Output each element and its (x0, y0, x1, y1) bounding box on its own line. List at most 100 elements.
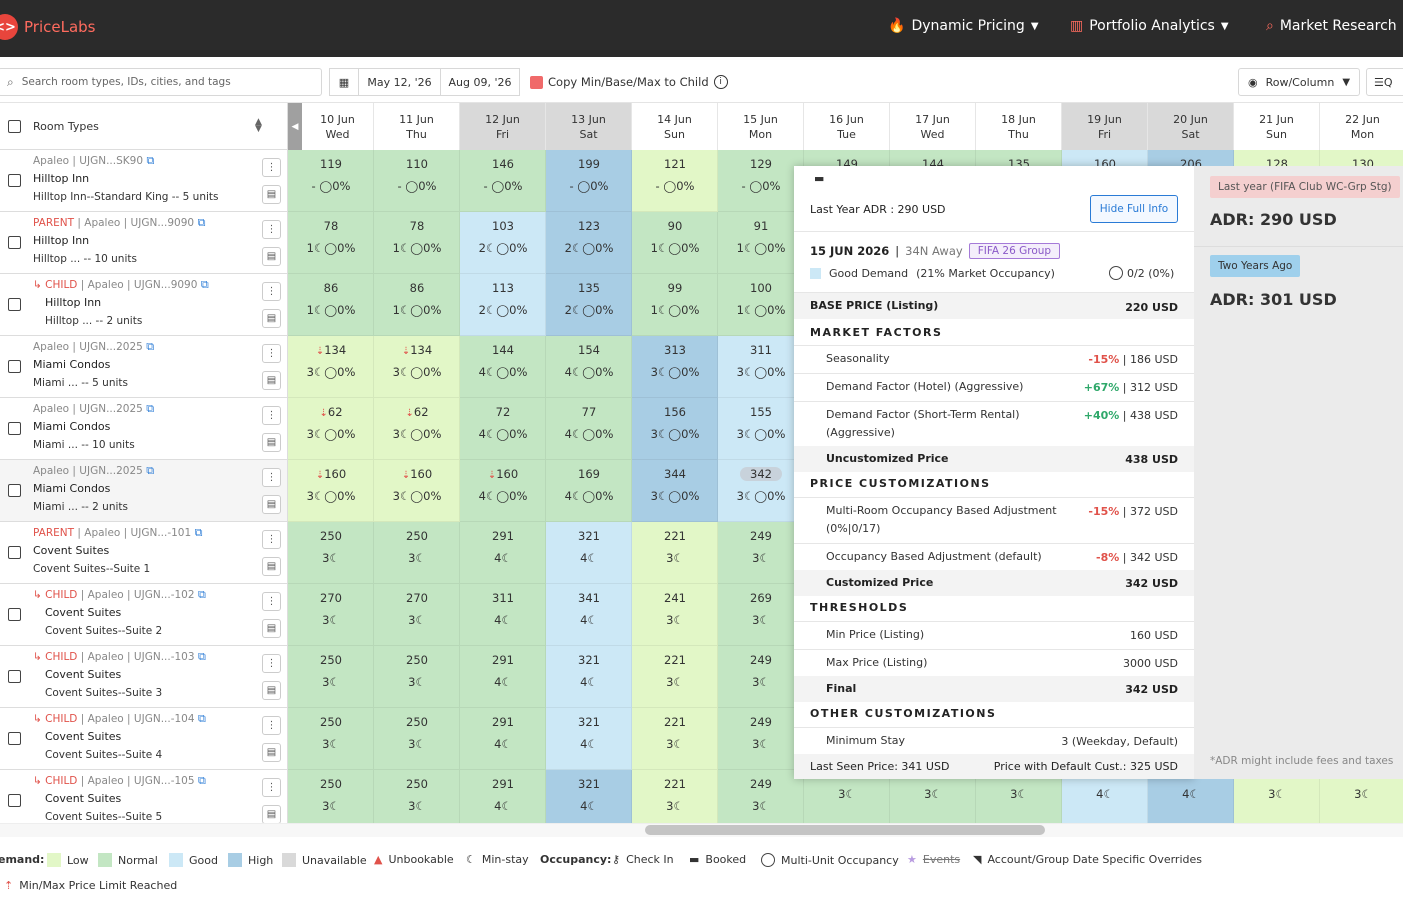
room-row[interactable]: ↳ CHILD | Apaleo | UJGN...-103 ⧉ Covent S… (0, 646, 288, 708)
price-cell[interactable]: ⇣62 3☾◯0% (374, 398, 460, 460)
price-cell[interactable]: 78 1☾◯0% (288, 212, 374, 274)
date-header[interactable]: 20 Jun Sat (1148, 103, 1234, 150)
price-cell[interactable]: 249 3☾ (718, 522, 804, 584)
row-menu-button[interactable]: ⋮ (262, 468, 281, 487)
search-input[interactable]: ⌕ Search room types, IDs, cities, and ta… (0, 68, 322, 96)
end-date-field[interactable]: Aug 09, '26 (440, 68, 520, 96)
date-header[interactable]: 11 Jun Thu (374, 103, 460, 150)
external-link-icon[interactable]: ⧉ (194, 774, 206, 787)
price-cell[interactable]: ⇣134 3☾◯0% (288, 336, 374, 398)
price-cell[interactable]: 250 3☾ (288, 522, 374, 584)
price-cell[interactable]: 321 4☾ (546, 708, 632, 770)
price-cell[interactable]: 291 4☾ (460, 770, 546, 823)
price-cell[interactable]: 249 3☾ (718, 770, 804, 823)
row-notes-button[interactable]: ▤ (262, 619, 281, 638)
row-notes-button[interactable]: ▤ (262, 681, 281, 700)
price-cell[interactable]: 249 3☾ (718, 646, 804, 708)
row-notes-button[interactable]: ▤ (262, 371, 281, 390)
copy-checkbox[interactable] (530, 75, 543, 89)
price-cell[interactable]: 156 3☾◯0% (632, 398, 718, 460)
row-notes-button[interactable]: ▤ (262, 743, 281, 762)
date-header[interactable]: 22 Jun Mon (1320, 103, 1403, 150)
date-header[interactable]: 12 Jun Fri (460, 103, 546, 150)
nav-portfolio-analytics[interactable]: ▥ Portfolio Analytics ▼ (1070, 18, 1229, 34)
price-cell[interactable]: 119 - ◯0% (288, 150, 374, 212)
room-row[interactable]: Apaleo | UJGN...2025 ⧉ Miami Condos Miami … (0, 398, 288, 460)
price-cell[interactable]: 86 1☾◯0% (374, 274, 460, 336)
external-link-icon[interactable]: ⧉ (143, 154, 155, 167)
price-cell[interactable]: 250 3☾ (288, 646, 374, 708)
price-cell[interactable]: 155 3☾◯0% (718, 398, 804, 460)
price-cell[interactable]: 72 4☾◯0% (460, 398, 546, 460)
row-menu-button[interactable]: ⋮ (262, 158, 281, 177)
price-cell[interactable]: 291 4☾ (460, 522, 546, 584)
external-link-icon[interactable]: ⧉ (191, 526, 203, 539)
price-cell[interactable]: 291 4☾ (460, 646, 546, 708)
price-cell[interactable]: 250 3☾ (374, 646, 460, 708)
price-cell[interactable]: 250 3☾ (374, 708, 460, 770)
row-checkbox[interactable] (8, 174, 21, 187)
copy-min-base-max-toggle[interactable]: Copy Min/Base/Max to Child i (530, 75, 728, 89)
date-header[interactable]: 15 Jun Mon (718, 103, 804, 150)
row-notes-button[interactable]: ▤ (262, 557, 281, 576)
price-cell[interactable]: 113 2☾◯0% (460, 274, 546, 336)
price-cell[interactable]: ⇣160 3☾◯0% (374, 460, 460, 522)
room-row[interactable]: PARENT | Apaleo | UJGN...-101 ⧉ Covent Su… (0, 522, 288, 584)
room-row[interactable]: Apaleo | UJGN...2025 ⧉ Miami Condos Miami … (0, 336, 288, 398)
price-cell[interactable]: 169 4☾◯0% (546, 460, 632, 522)
price-cell[interactable]: 341 4☾ (546, 584, 632, 646)
room-row[interactable]: Apaleo | UJGN...2025 ⧉ Miami Condos Miami … (0, 460, 288, 522)
row-menu-button[interactable]: ⋮ (262, 220, 281, 239)
price-cell[interactable]: 221 3☾ (632, 522, 718, 584)
price-cell[interactable]: 121 - ◯0% (632, 150, 718, 212)
price-cell[interactable]: 250 3☾ (288, 770, 374, 823)
external-link-icon[interactable]: ⧉ (194, 588, 206, 601)
price-cell[interactable]: 250 3☾ (288, 708, 374, 770)
external-link-icon[interactable]: ⧉ (142, 402, 155, 415)
room-row[interactable]: ↳ CHILD | Apaleo | UJGN...-105 ⧉ Covent S… (0, 770, 288, 823)
row-notes-button[interactable]: ▤ (262, 185, 281, 204)
nav-dynamic-pricing[interactable]: 🔥 Dynamic Pricing ▼ (888, 18, 1039, 34)
select-all-checkbox[interactable] (8, 119, 21, 133)
row-checkbox[interactable] (8, 484, 21, 497)
price-cell[interactable]: 100 1☾◯0% (718, 274, 804, 336)
external-link-icon[interactable]: ⧉ (194, 712, 206, 725)
price-cell[interactable]: 321 4☾ (546, 522, 632, 584)
date-header[interactable]: 14 Jun Sun (632, 103, 718, 150)
date-header[interactable]: 21 Jun Sun (1234, 103, 1320, 150)
price-cell[interactable]: 146 - ◯0% (460, 150, 546, 212)
price-cell[interactable]: 270 3☾ (288, 584, 374, 646)
row-checkbox[interactable] (8, 298, 21, 311)
hide-full-info-button[interactable]: Hide Full Info (1090, 195, 1178, 223)
price-cell[interactable]: 249 3☾ (718, 708, 804, 770)
row-checkbox[interactable] (8, 670, 21, 683)
price-cell[interactable]: 311 4☾ (460, 584, 546, 646)
price-cell[interactable]: 110 - ◯0% (374, 150, 460, 212)
row-notes-button[interactable]: ▤ (262, 805, 281, 823)
row-checkbox[interactable] (8, 608, 21, 621)
row-menu-button[interactable]: ⋮ (262, 530, 281, 549)
row-checkbox[interactable] (8, 546, 21, 559)
external-link-icon[interactable]: ⧉ (194, 216, 206, 229)
date-header[interactable]: 17 Jun Wed (890, 103, 976, 150)
price-cell[interactable]: 103 2☾◯0% (460, 212, 546, 274)
sort-icon[interactable]: ▲ ▼ (255, 117, 262, 134)
price-cell[interactable]: 86 1☾◯0% (288, 274, 374, 336)
date-header[interactable]: 19 Jun Fri (1062, 103, 1148, 150)
row-checkbox[interactable] (8, 794, 21, 807)
row-menu-button[interactable]: ⋮ (262, 778, 281, 797)
price-cell[interactable]: 269 3☾ (718, 584, 804, 646)
info-icon[interactable]: i (713, 75, 728, 89)
row-column-select[interactable]: ◉ Row/Column ▼ (1238, 68, 1360, 96)
price-cell[interactable]: 250 3☾ (374, 522, 460, 584)
price-cell[interactable]: 344 3☾◯0% (632, 460, 718, 522)
price-cell[interactable]: 77 4☾◯0% (546, 398, 632, 460)
date-header[interactable]: 16 Jun Tue (804, 103, 890, 150)
date-header[interactable]: 18 Jun Thu (976, 103, 1062, 150)
price-cell[interactable]: 129 - ◯0% (718, 150, 804, 212)
row-menu-button[interactable]: ⋮ (262, 592, 281, 611)
price-cell[interactable]: 221 3☾ (632, 708, 718, 770)
start-date-field[interactable]: May 12, '26 (358, 68, 441, 96)
calendar-button[interactable]: ▦ (329, 68, 359, 96)
event-badge[interactable]: FIFA 26 Group (968, 243, 1061, 259)
